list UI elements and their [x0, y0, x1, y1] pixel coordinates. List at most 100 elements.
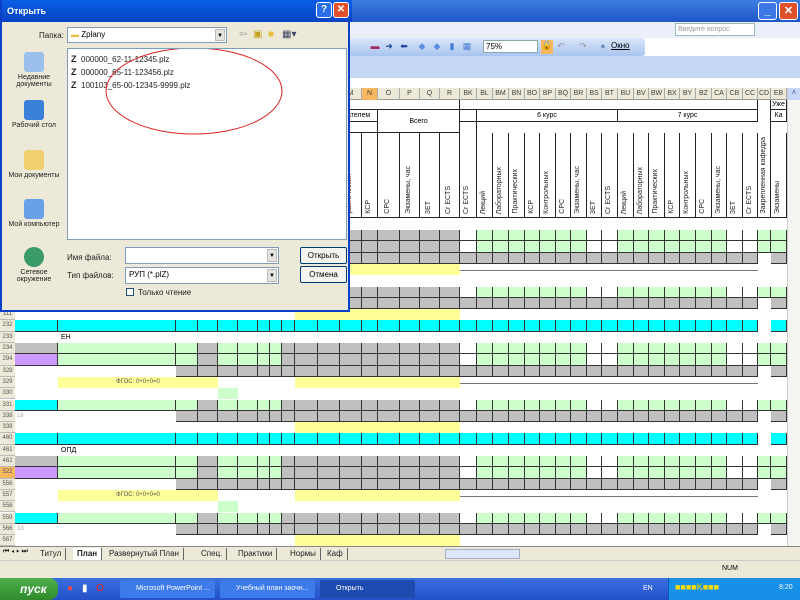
cell[interactable]: [556, 297, 571, 310]
cell[interactable]: [509, 478, 525, 490]
cell[interactable]: [400, 478, 420, 490]
cell[interactable]: [649, 252, 665, 264]
sheet-tab[interactable]: Нормы: [286, 548, 321, 560]
row-header[interactable]: 566: [0, 523, 15, 536]
cell[interactable]: [176, 512, 198, 524]
cell[interactable]: [727, 252, 743, 264]
cell[interactable]: [295, 376, 460, 389]
cell[interactable]: [295, 320, 318, 332]
task-excel[interactable]: Учебный план заочн...: [220, 580, 315, 598]
cell[interactable]: [556, 512, 571, 524]
cell[interactable]: [477, 399, 493, 411]
column-header[interactable]: BX: [665, 88, 680, 100]
cell[interactable]: [696, 410, 712, 423]
cell[interactable]: [587, 456, 602, 468]
cell[interactable]: [634, 433, 649, 445]
column-header[interactable]: BK: [460, 88, 477, 100]
cell[interactable]: [571, 399, 587, 411]
cell[interactable]: [696, 320, 712, 332]
cell[interactable]: [696, 456, 712, 468]
cell[interactable]: [509, 399, 525, 411]
cell[interactable]: [460, 343, 477, 355]
cell[interactable]: [400, 399, 420, 411]
cell[interactable]: [680, 297, 696, 310]
cell[interactable]: [420, 467, 440, 479]
cell[interactable]: [477, 410, 493, 423]
cell[interactable]: [540, 365, 556, 377]
readonly-checkbox[interactable]: [126, 288, 134, 296]
cell[interactable]: [696, 365, 712, 377]
cell[interactable]: [198, 433, 218, 445]
cell[interactable]: [540, 241, 556, 253]
cell[interactable]: [15, 478, 176, 490]
cell[interactable]: [270, 433, 282, 445]
cell[interactable]: [15, 523, 176, 536]
cell[interactable]: [58, 467, 176, 479]
column-header[interactable]: Q: [420, 88, 440, 100]
cell[interactable]: [680, 286, 696, 298]
place-my-documents[interactable]: Мои документы: [6, 150, 62, 179]
cell[interactable]: [696, 354, 712, 366]
cell[interactable]: [556, 456, 571, 468]
cell[interactable]: [771, 230, 787, 242]
cell[interactable]: [440, 286, 460, 298]
cell[interactable]: [282, 354, 295, 366]
cell[interactable]: [295, 456, 318, 468]
row-header[interactable]: 338: [0, 410, 15, 423]
cell[interactable]: [295, 422, 460, 434]
cell[interactable]: [440, 320, 460, 332]
cell[interactable]: [712, 478, 727, 490]
cell[interactable]: [378, 343, 400, 355]
cell[interactable]: [400, 343, 420, 355]
cell[interactable]: [587, 512, 602, 524]
cell[interactable]: [634, 523, 649, 536]
cell[interactable]: [509, 456, 525, 468]
cell[interactable]: [400, 241, 420, 253]
cell[interactable]: [680, 252, 696, 264]
cell[interactable]: [665, 433, 680, 445]
cell[interactable]: [378, 252, 400, 264]
cell[interactable]: [771, 523, 787, 536]
cell[interactable]: [680, 467, 696, 479]
cell[interactable]: [571, 523, 587, 536]
cell[interactable]: [238, 512, 258, 524]
cell[interactable]: [440, 343, 460, 355]
scroll-up-icon[interactable]: ˄: [788, 88, 800, 100]
cell[interactable]: [618, 467, 634, 479]
cell[interactable]: [420, 286, 440, 298]
cell[interactable]: [258, 410, 270, 423]
cell[interactable]: [477, 230, 493, 242]
cell[interactable]: [318, 512, 340, 524]
cell[interactable]: [258, 320, 270, 332]
cell[interactable]: [477, 365, 493, 377]
cell[interactable]: [540, 354, 556, 366]
cell[interactable]: [15, 467, 58, 479]
cell[interactable]: [318, 399, 340, 411]
cell[interactable]: [571, 365, 587, 377]
sheet-tab[interactable]: Спец.: [197, 548, 228, 560]
cell[interactable]: [238, 433, 258, 445]
cell[interactable]: [771, 399, 787, 411]
cell[interactable]: [649, 399, 665, 411]
language-indicator[interactable]: EN: [643, 585, 653, 592]
cell[interactable]: [743, 252, 758, 264]
cell[interactable]: [477, 286, 493, 298]
row-header[interactable]: 556: [0, 478, 15, 490]
cell[interactable]: [758, 343, 771, 355]
tab-nav-arrows-icon[interactable]: ⏮ ◂ ▸ ⏭: [3, 548, 28, 555]
cell[interactable]: [509, 241, 525, 253]
cell[interactable]: [540, 478, 556, 490]
cell[interactable]: [743, 399, 758, 411]
sheet-tab[interactable]: Развернутый План: [105, 548, 184, 560]
row-header[interactable]: 522: [0, 467, 15, 479]
cell[interactable]: [58, 433, 176, 445]
cell[interactable]: [712, 320, 727, 332]
cell[interactable]: [378, 354, 400, 366]
row-header[interactable]: 294: [0, 354, 15, 366]
cell[interactable]: [218, 320, 238, 332]
cell[interactable]: [571, 343, 587, 355]
cell[interactable]: [758, 297, 771, 310]
task-powerpoint[interactable]: Microsoft PowerPoint ...: [120, 580, 215, 598]
cell[interactable]: [571, 410, 587, 423]
cell[interactable]: [340, 512, 362, 524]
